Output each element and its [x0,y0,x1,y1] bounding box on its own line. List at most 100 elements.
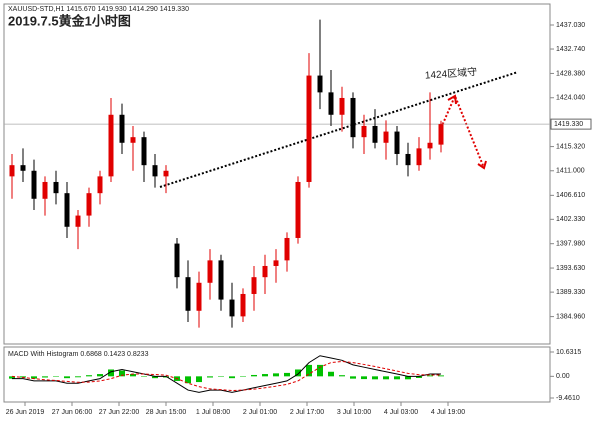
macd-histogram-bar [284,372,290,377]
candle-body [328,92,334,115]
annotation: 1424区域守 [424,65,477,82]
y-tick-label: 1389.330 [556,289,585,296]
macd-histogram-bar [405,376,411,380]
macd-histogram-bar [42,376,48,378]
macd-histogram-bar [20,376,26,378]
macd-histogram-bar [119,370,125,377]
macd-histogram-bar [229,376,235,379]
arrow-head [447,94,457,105]
candle-body [207,260,213,283]
y-tick-label: 1384.960 [556,313,585,320]
x-tick-label: 26 Jun 2019 [6,409,45,416]
candle-body [42,181,48,199]
candle-body [295,181,301,238]
candle-body [163,170,169,177]
macd-histogram-bar [372,376,378,380]
current-price-label: 1419.330 [554,121,583,128]
x-tick-label: 1 Jul 08:00 [196,409,230,416]
candle-body [317,75,323,93]
candle-body [339,97,345,115]
x-tick-label: 3 Jul 10:00 [337,409,371,416]
macd-signal-line [11,360,441,392]
y-tick-label: 1437.030 [556,22,585,29]
candle-body [31,170,37,199]
macd-histogram-bar [427,375,433,377]
x-tick-label: 28 Jun 15:00 [146,409,187,416]
macd-label: MACD With Histogram 0.6868 0.1423 0.8233 [8,351,149,358]
candle-body [251,277,257,294]
candle-body [284,237,290,261]
arrow-head [477,160,487,170]
macd-histogram-bar [339,375,345,377]
macd-histogram-bar [9,376,15,379]
y-tick-label: 1432.740 [556,46,585,53]
y-tick-label: 1424.040 [556,95,585,102]
candle-body [405,153,411,166]
x-tick-label: 27 Jun 06:00 [52,409,93,416]
macd-y-tick-label: 0.00 [556,373,570,380]
candle-body [394,131,400,154]
x-tick-label: 4 Jul 03:00 [384,409,418,416]
chart-title: 2019.7.5黄金1小时图 [8,13,131,28]
candle-body [262,265,268,278]
macd-histogram-bar [75,376,81,378]
macd-histogram-bar [86,375,92,377]
y-tick-label: 1411.000 [556,168,585,175]
candle-body [372,125,378,143]
x-tick-label: 27 Jun 22:00 [99,409,140,416]
candle-body [141,137,147,166]
y-tick-label: 1406.610 [556,192,585,199]
macd-y-tick-label: -9.4610 [556,395,580,402]
candle-body [53,181,59,194]
candle-body [427,142,433,149]
macd-frame [3,346,551,403]
macd-histogram-bar [240,376,246,377]
macd-histogram-bar [64,376,70,379]
candle-body [196,282,202,311]
macd-histogram-bar [273,373,279,377]
candle-body [306,75,312,182]
macd-histogram-bar [53,376,59,377]
macd-histogram-bar [196,376,202,383]
candle-body [240,293,246,317]
macd-histogram-bar [152,376,158,379]
macd-histogram-bar [185,376,191,384]
macd-y-tick-label: 10.6315 [556,349,581,356]
macd-histogram-bar [350,376,356,379]
current-price-box [550,118,592,130]
macd-histogram-bar [130,374,136,377]
candle-body [108,114,114,177]
candle-body [75,215,81,227]
macd-histogram-bar [394,376,400,380]
candle-body [218,260,224,300]
macd-histogram-bar [97,374,103,377]
macd-histogram-bar [306,364,312,377]
candle-body [64,193,70,227]
candle-body [174,243,180,278]
y-tick-label: 1402.330 [556,216,585,223]
candle-body [361,125,367,138]
candle-body [97,176,103,194]
candle-body [350,97,356,138]
candle-body [9,165,15,177]
candle-body [229,299,235,317]
candle-body [119,114,125,143]
candle-body [416,148,422,166]
macd-histogram-bar [416,376,422,378]
x-tick-label: 4 Jul 19:00 [431,409,465,416]
macd-histogram-bar [328,371,334,377]
candle-body [130,137,136,143]
y-tick-label: 1415.320 [556,143,585,150]
y-tick-label: 1393.630 [556,265,585,272]
macd-histogram-bar [361,376,367,380]
trend-line [159,71,519,188]
macd-histogram-bar [207,376,213,378]
macd-histogram-bar [438,375,444,377]
candle-body [383,131,389,143]
candle-body [86,193,92,216]
price-frame [3,3,551,345]
macd-histogram-bar [108,369,114,377]
macd-histogram-bar [262,374,268,377]
candle-body [185,277,191,311]
